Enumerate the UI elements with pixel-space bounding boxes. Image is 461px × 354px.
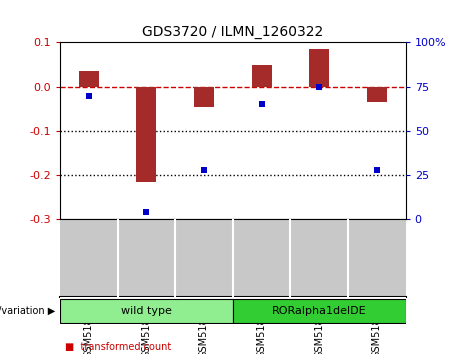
FancyBboxPatch shape <box>233 299 406 322</box>
Bar <box>79 71 99 87</box>
Bar <box>367 87 387 102</box>
Bar <box>136 87 156 182</box>
Title: GDS3720 / ILMN_1260322: GDS3720 / ILMN_1260322 <box>142 25 324 39</box>
Text: RORalpha1delDE: RORalpha1delDE <box>272 306 366 316</box>
Bar <box>194 87 214 107</box>
Bar <box>252 65 272 87</box>
Text: ■  transformed count: ■ transformed count <box>65 342 171 352</box>
FancyBboxPatch shape <box>60 299 233 322</box>
Text: wild type: wild type <box>121 306 172 316</box>
Bar <box>309 49 329 87</box>
Text: genotype/variation ▶: genotype/variation ▶ <box>0 306 55 316</box>
